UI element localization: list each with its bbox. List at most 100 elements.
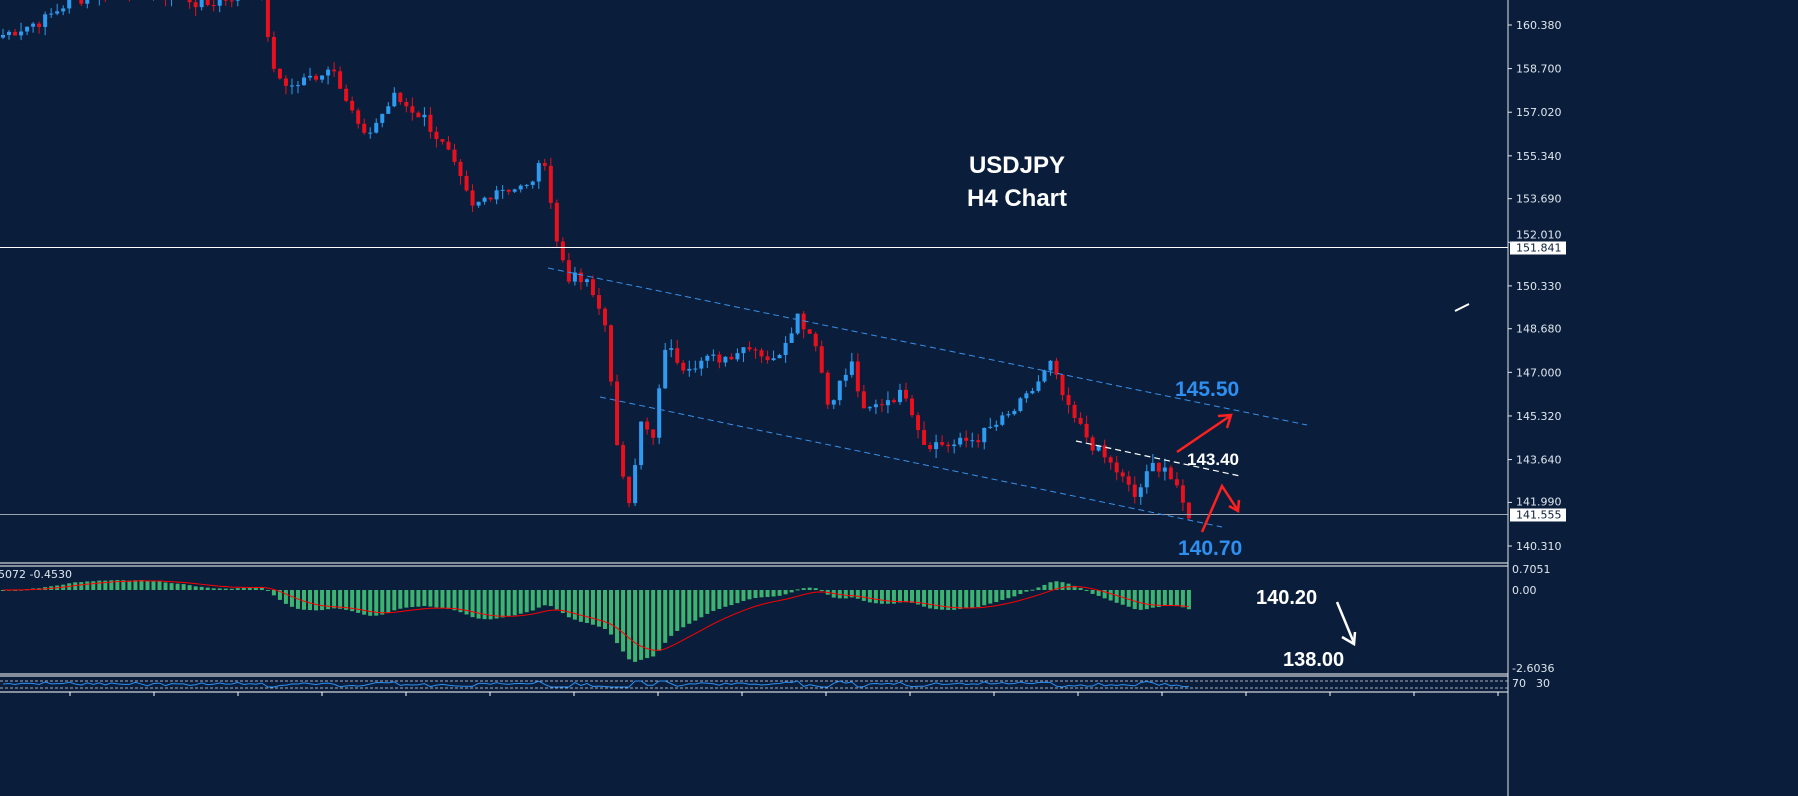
macd-bar <box>867 590 872 603</box>
candle-body <box>7 31 12 35</box>
macd-bar <box>350 590 355 612</box>
macd-bar <box>103 580 108 590</box>
macd-bar <box>855 590 860 599</box>
macd-bar <box>873 590 878 604</box>
price-tick-label: 145.320 <box>1516 410 1562 423</box>
candle-body <box>338 71 343 89</box>
macd-bar <box>169 583 174 590</box>
candle-body <box>43 14 48 27</box>
chart-title: USDJPY <box>969 152 1065 179</box>
annotation-145-50: 145.50 <box>1175 378 1239 401</box>
candle-body <box>67 0 72 9</box>
candle-body <box>217 0 222 6</box>
candle-body <box>976 440 981 443</box>
macd-bar <box>175 583 180 590</box>
candle-body <box>615 381 620 446</box>
macd-tick-label: 0.7051 <box>1512 563 1551 576</box>
macd-bar <box>283 590 288 604</box>
macd-bar <box>151 581 156 590</box>
candle-body <box>368 132 373 134</box>
price-label: 151.841 <box>1516 242 1562 255</box>
macd-bar <box>1162 590 1167 606</box>
candle-body <box>1024 393 1029 399</box>
candle-body <box>374 122 379 133</box>
candle-body <box>904 389 908 399</box>
macd-bar <box>344 590 349 610</box>
candle-body <box>801 313 806 330</box>
candle-body <box>873 404 878 408</box>
macd-bar <box>289 590 294 607</box>
macd-bar <box>741 590 746 601</box>
candle-body <box>825 372 830 405</box>
candle-body <box>49 13 54 15</box>
candle-body <box>747 347 752 350</box>
macd-bar <box>452 590 457 611</box>
price-tick-label: 143.640 <box>1516 454 1562 467</box>
candle-body <box>560 241 565 261</box>
macd-bar <box>121 580 126 590</box>
macd-bar <box>386 590 391 613</box>
candle-body <box>753 349 758 351</box>
candle-body <box>344 88 349 101</box>
macd-bar <box>982 590 987 606</box>
candle-body <box>302 77 306 86</box>
macd-bar <box>338 590 343 609</box>
macd-bar <box>380 590 385 615</box>
macd-bar <box>1012 590 1017 597</box>
macd-bar <box>416 590 421 607</box>
macd-bar <box>199 586 204 590</box>
candle-body <box>223 0 228 1</box>
candle-body <box>681 362 686 371</box>
candle-body <box>428 114 433 132</box>
candle-body <box>1042 370 1047 382</box>
macd-bar <box>1138 590 1143 610</box>
macd-bar <box>211 588 216 590</box>
candle-body <box>19 31 24 36</box>
macd-bar <box>675 590 680 631</box>
macd-bar <box>115 580 120 590</box>
candle-body <box>813 333 818 347</box>
macd-bar <box>217 588 222 590</box>
candle-body <box>205 0 210 5</box>
rsi-panel: 70 30 <box>0 673 1550 696</box>
macd-bar <box>596 590 601 627</box>
macd-bar <box>1048 582 1053 590</box>
candle-body <box>1108 457 1113 463</box>
candles <box>1 0 1191 521</box>
macd-bar <box>904 590 908 603</box>
price-label-box <box>1510 241 1566 255</box>
candle-body <box>663 349 668 389</box>
candle-body <box>1096 445 1101 451</box>
candle-body <box>79 0 84 4</box>
candle-body <box>952 444 957 447</box>
candle-body <box>494 190 499 200</box>
candle-body <box>440 139 445 142</box>
candle-body <box>885 400 890 406</box>
macd-bar <box>440 590 445 609</box>
candle-body <box>633 465 638 504</box>
macd-bar <box>663 590 668 643</box>
candle-body <box>283 78 288 86</box>
macd-bar <box>590 590 595 625</box>
macd-bar <box>819 590 824 591</box>
macd-bar <box>181 584 186 590</box>
macd-bar <box>410 590 415 608</box>
price-tick-label: 150.330 <box>1516 280 1562 293</box>
macd-bar <box>705 590 710 614</box>
candle-body <box>717 354 722 363</box>
price-tick-label: 148.680 <box>1516 323 1562 336</box>
macd-bar <box>542 590 547 606</box>
candle-body <box>548 165 553 203</box>
price-tick-label: 152.010 <box>1516 229 1562 242</box>
price-label-box <box>1510 508 1566 522</box>
macd-bar <box>308 590 313 611</box>
macd-bar <box>1042 584 1047 590</box>
candle-body <box>729 356 734 360</box>
candle-body <box>777 354 782 359</box>
macd-bar <box>1036 587 1041 590</box>
candle-body <box>1132 484 1137 497</box>
macd-bar <box>1186 590 1191 610</box>
macd-bar <box>988 590 993 604</box>
macd-bar <box>952 590 957 610</box>
macd-bar <box>687 590 692 624</box>
